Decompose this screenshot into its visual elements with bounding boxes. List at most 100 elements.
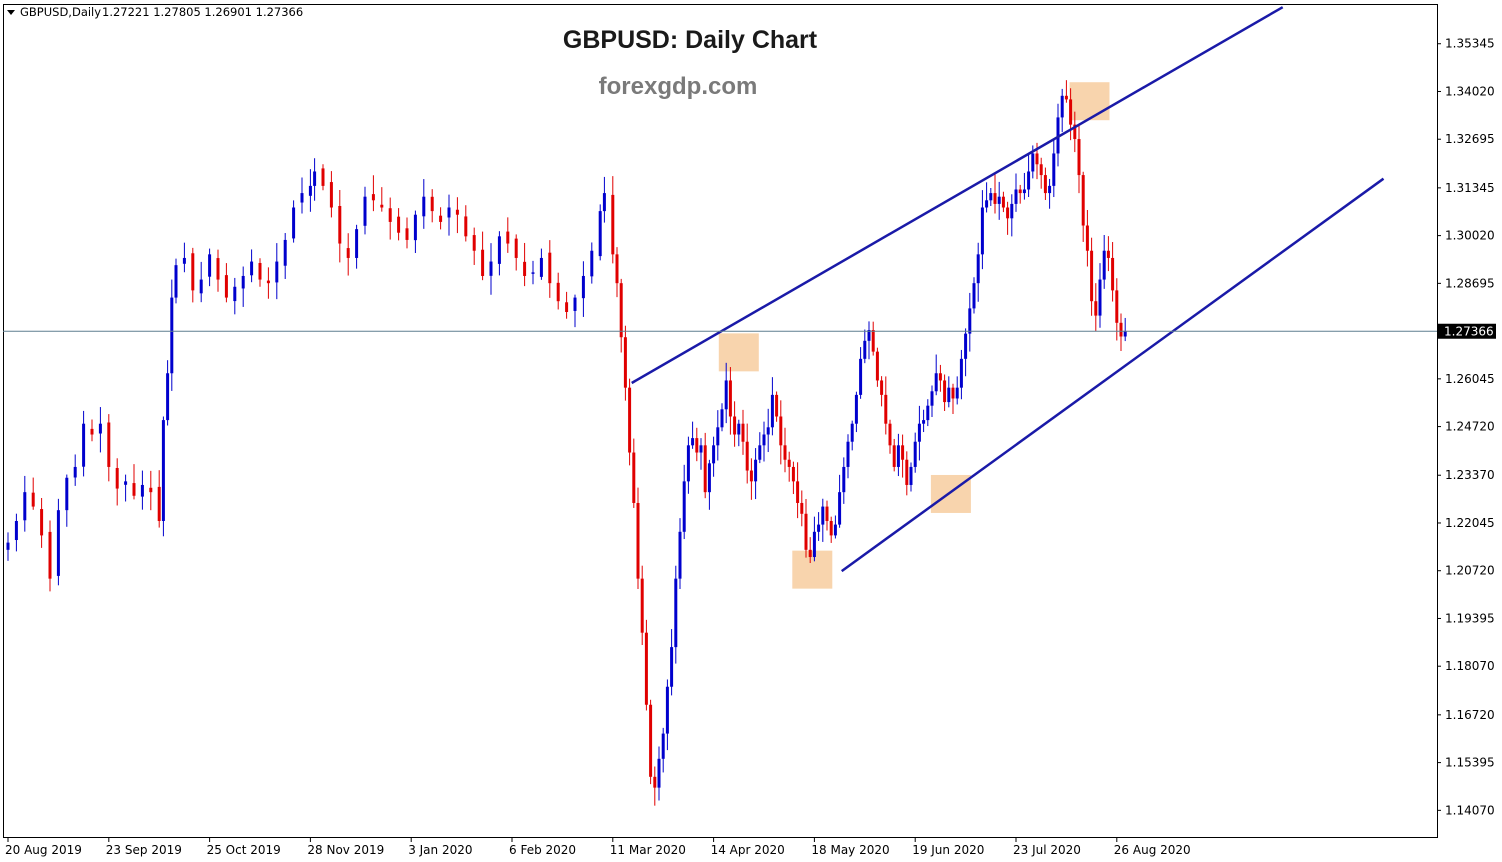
x-tick-label: 28 Nov 2019 (307, 843, 384, 857)
candle-body (1027, 171, 1031, 190)
candle-body (275, 261, 279, 283)
candle-body (863, 340, 867, 359)
candle-body (371, 194, 375, 201)
candle-body (846, 441, 850, 467)
candle-body (825, 506, 829, 521)
candle-body (959, 358, 963, 388)
candle-body (31, 492, 35, 507)
candle-body (930, 391, 934, 406)
candle-body (699, 445, 703, 453)
x-tick-label: 25 Oct 2019 (207, 843, 281, 857)
candle-body (602, 193, 606, 212)
candle-body (720, 409, 724, 428)
candle-body (951, 387, 955, 399)
candle-body (770, 394, 774, 428)
trend-channel (631, 6, 1385, 573)
candle-body (346, 248, 350, 258)
candle-body (653, 776, 657, 788)
candle-body (241, 275, 245, 289)
candle-body (766, 427, 770, 435)
candle-body (439, 215, 443, 222)
candle-body (556, 282, 560, 302)
candle-body (854, 394, 858, 424)
candle-body (779, 416, 783, 446)
candle-body (497, 236, 501, 264)
candle-body (1039, 164, 1043, 176)
candle-body (758, 445, 762, 460)
highlight-zone-0 (718, 333, 759, 372)
candle-body (619, 283, 623, 338)
candle-body (283, 239, 287, 266)
candle-body (943, 380, 947, 403)
candle-body (695, 438, 699, 453)
x-tick-label: 11 Mar 2020 (610, 843, 686, 857)
menu-triangle-icon[interactable] (7, 10, 15, 15)
candle-body (821, 506, 825, 525)
candle-body (980, 207, 984, 255)
candle-body (191, 253, 195, 291)
candle-body (308, 185, 312, 196)
chart-title: GBPUSD: Daily Chart (563, 26, 818, 54)
candle-body (380, 204, 384, 208)
candle-body (1060, 95, 1064, 118)
candle-body (947, 387, 951, 403)
candle-body (23, 492, 27, 521)
x-tick-label: 20 Aug 2019 (5, 843, 82, 857)
candle-body (867, 330, 871, 341)
candle-body (107, 422, 111, 467)
candle-body (124, 481, 128, 485)
candle-body (745, 441, 749, 471)
y-tick-label: 1.19395 (1445, 611, 1495, 625)
candle-body (712, 445, 716, 464)
candle-body (896, 445, 900, 467)
candle-body (1090, 250, 1094, 302)
candle-body (1001, 196, 1005, 208)
candle-body (565, 302, 569, 313)
x-tick-label: 19 Jun 2020 (912, 843, 984, 857)
candle-body (161, 420, 165, 521)
candle-body (355, 229, 359, 258)
candle-body (884, 394, 888, 424)
candle-body (388, 208, 392, 222)
candle-body (208, 254, 212, 277)
candle-body (149, 487, 153, 493)
candle-body (1010, 203, 1014, 219)
candle-body (1006, 207, 1010, 219)
candle-body (48, 531, 52, 579)
candle-body (166, 373, 170, 421)
candle-body (1102, 250, 1106, 280)
candle-body (628, 387, 632, 453)
candle-body (880, 380, 884, 395)
candle-body (737, 423, 741, 435)
candle-body (73, 466, 77, 478)
candle-body (728, 380, 732, 417)
candle-body (917, 423, 921, 442)
candle-body (661, 733, 665, 759)
candle-body (804, 513, 808, 550)
ohlc-label: 1.27221 1.27805 1.26901 1.27366 (102, 5, 303, 19)
y-tick-label: 1.23370 (1445, 468, 1495, 482)
candle-body (913, 441, 917, 467)
candle-body (1031, 153, 1035, 172)
y-tick-label: 1.26045 (1445, 372, 1495, 386)
candle-body (115, 468, 119, 489)
candle-body (938, 373, 942, 381)
candle-body (968, 308, 972, 334)
candle-body (329, 182, 333, 208)
candle-body (258, 262, 262, 280)
candle-body (888, 423, 892, 446)
candle-body (14, 520, 18, 541)
candle-body (313, 171, 317, 186)
candle-body (447, 207, 451, 218)
candle-body (250, 261, 254, 276)
candle-body (707, 463, 711, 493)
candle-body (397, 216, 401, 233)
candle-body (472, 235, 476, 251)
candle-body (1115, 290, 1119, 323)
candle-body (1098, 279, 1102, 316)
candle-body (850, 423, 854, 442)
candlesticks (6, 80, 1127, 806)
candle-body (1014, 189, 1018, 204)
candle-body (514, 238, 518, 258)
